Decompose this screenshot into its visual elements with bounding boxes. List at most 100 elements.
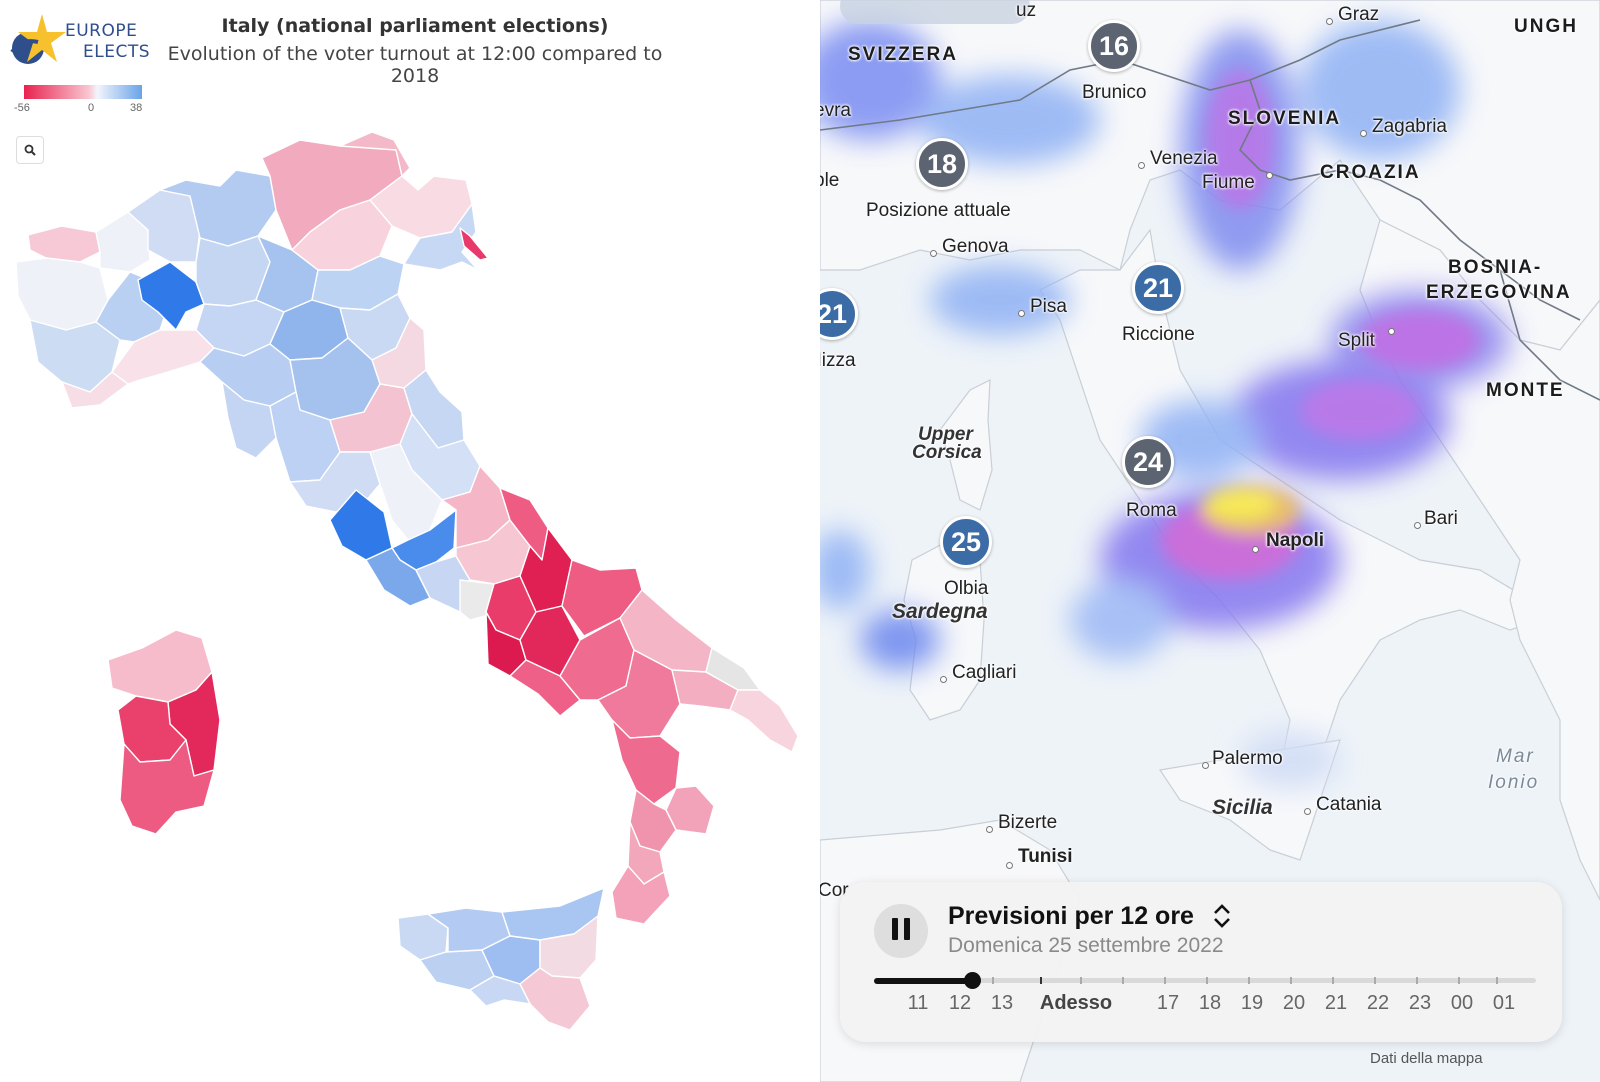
- map-subtitle: Evolution of the voter turnout at 12:00 …: [167, 43, 663, 87]
- label-palermo: Palermo: [1212, 748, 1283, 769]
- europe-elects-logo: EUROPE ELECTS: [8, 12, 150, 72]
- label-fiume: Fiume: [1202, 172, 1255, 193]
- label-zagabria: Zagabria: [1372, 116, 1447, 137]
- hour-label-now[interactable]: Adesso: [1039, 992, 1113, 1014]
- label-sea-line1: Mar: [1496, 746, 1535, 767]
- label-posizione-attuale: Posizione attuale: [866, 200, 1011, 221]
- timeline-tick: [1206, 977, 1208, 984]
- timeline-track[interactable]: [874, 978, 1536, 983]
- timeline-tick: [1164, 977, 1166, 984]
- city-dot-genova: [930, 250, 937, 257]
- hour-label[interactable]: 01: [1492, 992, 1516, 1014]
- hour-label[interactable]: 19: [1240, 992, 1264, 1014]
- timeline-tick: [1248, 977, 1250, 984]
- region-friuli: [403, 203, 479, 271]
- hour-label[interactable]: 20: [1282, 992, 1306, 1014]
- label-corsica-line1: Upper: [918, 424, 973, 445]
- temp-badge-posizione-attuale[interactable]: 18: [916, 138, 968, 190]
- city-dot-zagabria: [1360, 130, 1367, 137]
- city-dot-fiume: [1266, 172, 1273, 179]
- label-riccione: Riccione: [1122, 324, 1195, 345]
- label-venezia: Venezia: [1150, 148, 1218, 169]
- region-piemonte-west: [15, 257, 109, 331]
- city-dot-pisa: [1018, 310, 1025, 317]
- label-sea-line2: Ionio: [1488, 772, 1540, 793]
- hour-label[interactable]: 21: [1324, 992, 1348, 1014]
- label-tunisi: Tunisi: [1018, 846, 1073, 867]
- brand-name-line2: ELECTS: [83, 42, 150, 62]
- label-bizerte: Bizerte: [998, 812, 1058, 833]
- label-pisa: Pisa: [1030, 296, 1067, 317]
- label-svizzera: SVIZZERA: [848, 44, 958, 65]
- label-ginevra: evra: [820, 100, 851, 121]
- hour-label[interactable]: 18: [1198, 992, 1222, 1014]
- region-veneto-north: [369, 175, 473, 239]
- region-toscana-west: [221, 381, 277, 459]
- city-dot-tunisi: [1006, 862, 1013, 869]
- region-sicilia-ragusa: [519, 967, 591, 1031]
- timeline-tick: [1290, 977, 1292, 984]
- map-data-credit[interactable]: Dati della mappa: [1370, 1050, 1483, 1067]
- label-croazia: CROAZIA: [1320, 162, 1421, 183]
- hour-label[interactable]: 13: [990, 992, 1014, 1014]
- chevron-updown-icon[interactable]: [1210, 902, 1234, 930]
- zoom-button[interactable]: [16, 136, 44, 164]
- hour-label[interactable]: 17: [1156, 992, 1180, 1014]
- label-noble: ble: [820, 170, 840, 191]
- timeline-tick: [1496, 977, 1498, 984]
- timeline-thumb[interactable]: [964, 972, 982, 989]
- city-dot-graz: [1326, 18, 1333, 25]
- timeline-tick: [1374, 977, 1376, 984]
- label-ungheria: UNGH: [1514, 16, 1578, 37]
- label-split: Split: [1338, 330, 1375, 351]
- label-genova: Genova: [942, 236, 1009, 257]
- label-uz: uz: [1016, 0, 1037, 21]
- legend-max-label: 38: [130, 102, 143, 114]
- magnifier-icon: [24, 144, 36, 156]
- city-dot-split: [1388, 328, 1395, 335]
- temp-badge-nizza[interactable]: 21: [820, 288, 858, 340]
- temp-badge-olbia[interactable]: 25: [940, 516, 992, 568]
- label-bosnia-line1: BOSNIA-: [1448, 257, 1543, 278]
- timeline-progress: [874, 978, 974, 984]
- hour-label[interactable]: 11: [907, 992, 929, 1014]
- timeline-tick-now: [1040, 977, 1042, 984]
- pause-button[interactable]: [874, 904, 928, 958]
- search-pill[interactable]: [840, 0, 1030, 24]
- forecast-title[interactable]: Previsioni per 12 ore: [948, 902, 1194, 930]
- timeline-tick: [1080, 977, 1082, 984]
- hour-label[interactable]: 00: [1450, 992, 1474, 1014]
- hour-label[interactable]: 23: [1408, 992, 1432, 1014]
- forecast-date: Domenica 25 settembre 2022: [948, 934, 1224, 957]
- turnout-map-panel: EUROPE ELECTS Italy (national parliament…: [8, 12, 799, 1031]
- label-sardegna: Sardegna: [892, 600, 988, 623]
- label-brunico: Brunico: [1082, 82, 1147, 103]
- city-dot-bari: [1414, 522, 1421, 529]
- city-dot-venezia: [1138, 162, 1145, 169]
- label-cor: Cor: [820, 880, 849, 901]
- brand-name-line1: EUROPE: [65, 21, 138, 41]
- label-graz: Graz: [1338, 4, 1380, 25]
- land-corsica: [939, 379, 993, 511]
- city-dot-napoli: [1252, 546, 1259, 553]
- label-bosnia-line2: ERZEGOVINA: [1426, 282, 1572, 303]
- region-valle-aosta: [27, 225, 101, 263]
- temp-badge-riccione[interactable]: 21: [1132, 262, 1184, 314]
- temp-badge-roma[interactable]: 24: [1122, 436, 1174, 488]
- forecast-panel: Previsioni per 12 ore Domenica 25 settem…: [840, 882, 1562, 1042]
- label-montenegro: MONTE: [1486, 380, 1565, 401]
- timeline-tick: [992, 977, 994, 984]
- label-catania: Catania: [1316, 794, 1382, 815]
- temp-badge-brunico[interactable]: 16: [1088, 20, 1140, 72]
- timeline-tick: [1332, 977, 1334, 984]
- hour-label[interactable]: 12: [948, 992, 972, 1014]
- label-corsica-line2: Corsica: [912, 442, 982, 463]
- italy-choropleth: [15, 131, 799, 1031]
- label-sicilia: Sicilia: [1212, 796, 1273, 819]
- color-legend-bar: [24, 85, 142, 99]
- star-logo-icon: [10, 14, 66, 64]
- region-sicilia-gela: [469, 975, 531, 1007]
- weather-radar-panel: SVIZZERA SLOVENIA CROAZIA BOSNIA- ERZEGO…: [820, 0, 1600, 1082]
- hour-label[interactable]: 22: [1366, 992, 1390, 1014]
- city-dot-cagliari: [940, 676, 947, 683]
